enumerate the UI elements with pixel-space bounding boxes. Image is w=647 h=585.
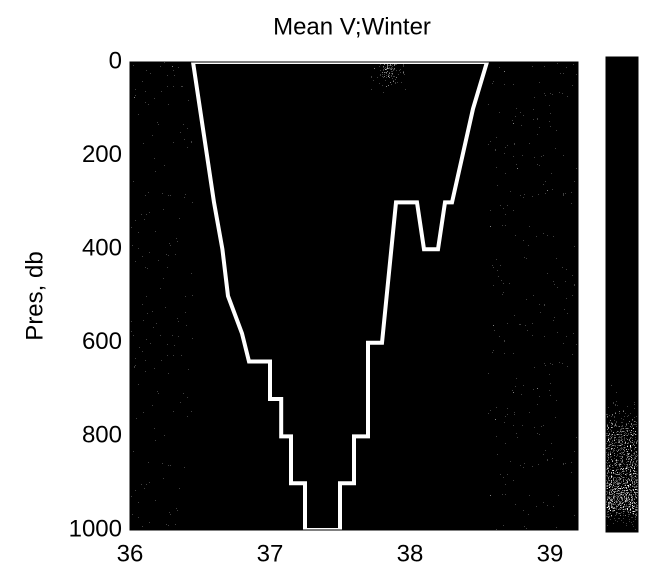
colorbar-frame bbox=[605, 56, 639, 533]
outline bbox=[190, 62, 490, 530]
x-tick-label: 39 bbox=[537, 540, 564, 567]
y-tick-label: 800 bbox=[82, 422, 122, 449]
y-tick-label: 400 bbox=[82, 235, 122, 262]
light-core bbox=[344, 62, 434, 151]
chart-title: Mean V;Winter bbox=[273, 13, 431, 40]
x-tick-label: 37 bbox=[257, 540, 284, 567]
y-tick-label: 600 bbox=[82, 328, 122, 355]
inner-region bbox=[193, 62, 487, 530]
y-tick-label: 1000 bbox=[69, 515, 122, 542]
x-tick-label: 36 bbox=[117, 540, 144, 567]
y-tick-label: 0 bbox=[109, 47, 122, 74]
y-axis-label: Pres, db bbox=[21, 251, 48, 340]
plot-frame bbox=[129, 61, 579, 531]
colorbar bbox=[605, 56, 639, 533]
y-tick-label: 200 bbox=[82, 141, 122, 168]
inner-field bbox=[193, 62, 487, 530]
colorbar-fill bbox=[606, 57, 638, 532]
heatmap-field bbox=[130, 62, 578, 530]
x-tick-label: 38 bbox=[397, 540, 424, 567]
